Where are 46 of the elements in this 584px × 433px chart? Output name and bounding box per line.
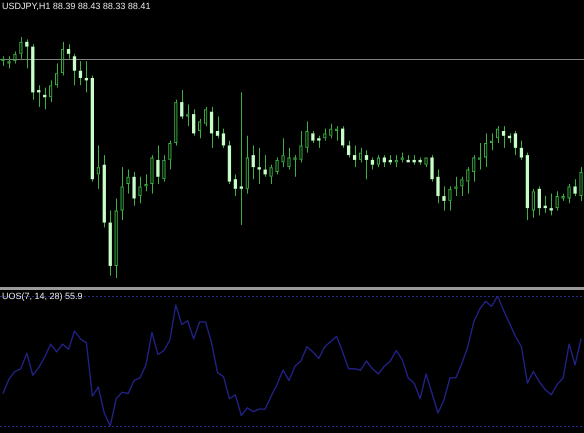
candlestick (352, 144, 356, 168)
candlestick (538, 186, 541, 216)
candlestick (156, 144, 160, 185)
candlestick (108, 210, 112, 276)
candlestick (502, 126, 506, 148)
candlestick (311, 130, 314, 144)
candlestick (442, 186, 446, 212)
candlestick (406, 154, 410, 162)
candlestick (526, 152, 530, 221)
candlestick (84, 60, 88, 93)
candlestick (132, 171, 136, 206)
candlestick (31, 44, 34, 100)
candlestick (520, 140, 524, 160)
candlestick (544, 196, 547, 214)
candlestick (37, 84, 40, 108)
candlestick (252, 144, 255, 180)
candlestick (258, 147, 261, 185)
candlestick (341, 126, 344, 148)
candlestick (550, 193, 553, 216)
candlestick (317, 135, 320, 148)
candlestick (90, 75, 94, 182)
candlestick (418, 157, 422, 166)
candlestick (192, 108, 196, 136)
chart-title: USDJPY,H1 88.39 88.43 88.33 88.41 (2, 0, 150, 11)
candlestick (43, 87, 46, 110)
candlestick (25, 38, 28, 69)
candlestick (102, 154, 106, 228)
candlestick (180, 90, 184, 120)
candlestick (412, 154, 416, 166)
candlestick (382, 154, 386, 168)
candlestick (78, 60, 82, 86)
candlestick (210, 106, 214, 148)
candlestick (264, 154, 267, 178)
candlestick (346, 140, 350, 158)
candlestick (222, 128, 226, 148)
candlestick (514, 130, 518, 156)
candlestick (234, 174, 238, 197)
chart-title: UOS(7, 14, 28) 55.9 (2, 290, 83, 301)
candlestick (388, 154, 392, 166)
candlestick (216, 116, 220, 139)
candlestick (430, 154, 434, 182)
candlestick (436, 169, 440, 204)
candlestick (364, 150, 368, 180)
candlestick (228, 140, 232, 185)
candlestick (240, 92, 243, 226)
candlestick (66, 44, 70, 60)
